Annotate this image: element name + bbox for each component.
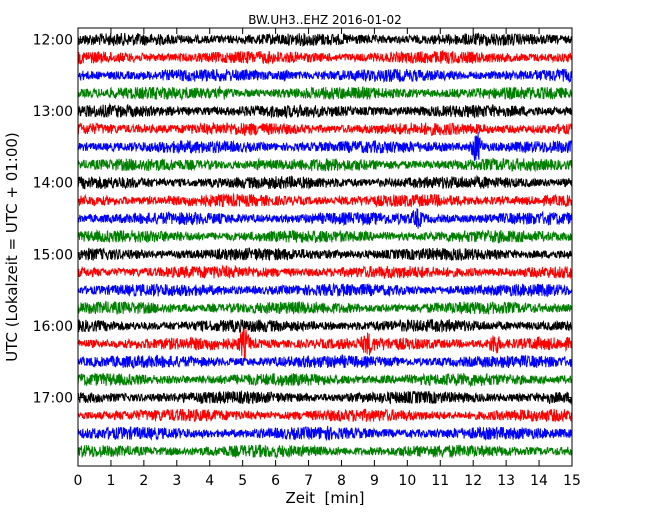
trace-1730 bbox=[77, 425, 573, 442]
y-axis-label: UTC (Lokalzeit = UTC + 01:00) bbox=[3, 132, 21, 362]
x-tick-label-6: 6 bbox=[271, 473, 280, 489]
x-tick-label-15: 15 bbox=[563, 473, 581, 489]
x-axis-ticks: 0 1 2 3 4 5 6 7 8 9 10 11 12 13 14 15 bbox=[74, 28, 581, 489]
x-tick-label-10: 10 bbox=[398, 473, 416, 489]
x-tick-label-13: 13 bbox=[497, 473, 515, 489]
trace-1745 bbox=[77, 444, 573, 460]
y-tick-label-1600: 16:00 bbox=[33, 319, 73, 335]
trace-1215 bbox=[77, 49, 573, 65]
y-tick-label-1200: 12:00 bbox=[33, 33, 73, 49]
trace-1500 bbox=[77, 247, 573, 262]
trace-1515 bbox=[77, 264, 573, 280]
chart-title: BW.UH3..EHZ 2016-01-02 bbox=[248, 13, 402, 27]
y-tick-label-1500: 15:00 bbox=[33, 247, 73, 263]
trace-1615 bbox=[77, 327, 573, 361]
trace-1715 bbox=[77, 408, 573, 423]
trace-1700 bbox=[77, 389, 573, 405]
trace-1315 bbox=[77, 121, 573, 137]
x-tick-label-9: 9 bbox=[370, 473, 379, 489]
x-tick-label-1: 1 bbox=[106, 473, 115, 489]
trace-1345 bbox=[77, 157, 573, 173]
y-axis-ticks: 12:00 13:00 14:00 15:00 16:00 17:00 bbox=[33, 33, 572, 407]
trace-1530 bbox=[77, 282, 573, 298]
trace-1300 bbox=[77, 102, 573, 120]
x-tick-label-4: 4 bbox=[205, 473, 214, 489]
x-axis-label: Zeit [min] bbox=[285, 489, 364, 507]
x-tick-label-14: 14 bbox=[530, 473, 548, 489]
x-tick-label-12: 12 bbox=[464, 473, 482, 489]
x-tick-label-8: 8 bbox=[337, 473, 346, 489]
trace-1200 bbox=[77, 32, 573, 47]
trace-1630 bbox=[77, 353, 573, 370]
x-tick-label-0: 0 bbox=[74, 473, 83, 489]
x-tick-label-2: 2 bbox=[139, 473, 148, 489]
x-tick-label-5: 5 bbox=[238, 473, 247, 489]
y-tick-label-1400: 14:00 bbox=[33, 176, 73, 192]
seismic-traces bbox=[77, 32, 573, 460]
x-tick-label-11: 11 bbox=[431, 473, 449, 489]
y-tick-label-1300: 13:00 bbox=[33, 104, 73, 120]
trace-1545 bbox=[77, 300, 573, 315]
trace-1230 bbox=[77, 67, 573, 84]
y-tick-label-1700: 17:00 bbox=[33, 391, 73, 407]
trace-1415 bbox=[77, 192, 573, 209]
trace-1445 bbox=[77, 229, 573, 244]
trace-1600 bbox=[77, 318, 573, 334]
plot-frame bbox=[77, 27, 573, 467]
x-tick-label-7: 7 bbox=[304, 473, 313, 489]
x-tick-label-3: 3 bbox=[172, 473, 181, 489]
trace-1430 bbox=[77, 208, 573, 229]
trace-1330 bbox=[77, 132, 573, 162]
trace-1645 bbox=[77, 372, 573, 388]
trace-1400 bbox=[77, 174, 573, 190]
trace-1245 bbox=[77, 85, 573, 101]
